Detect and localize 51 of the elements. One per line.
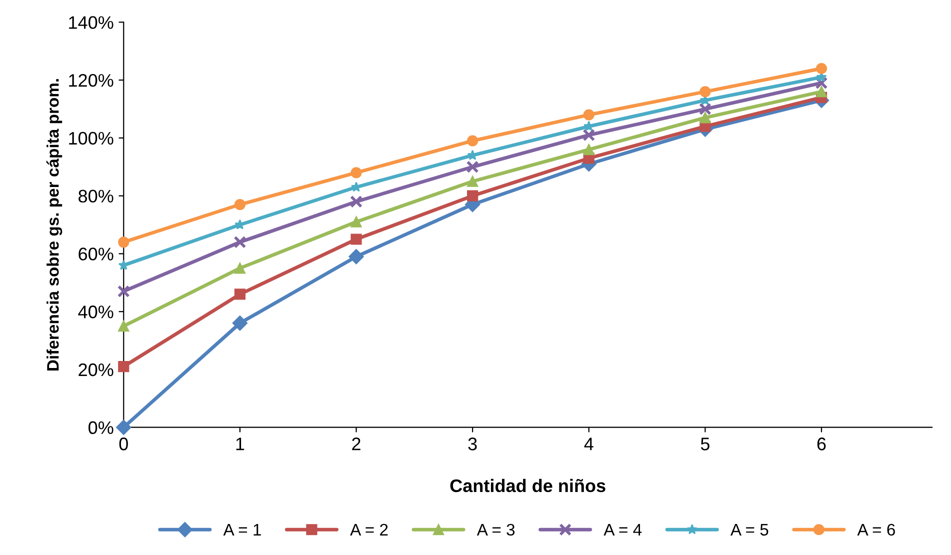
point <box>350 216 362 228</box>
legend-label: A = 2 <box>350 524 388 536</box>
point <box>350 167 362 178</box>
y-tick-label: 120% <box>69 74 114 87</box>
point <box>466 160 479 174</box>
legend-label: A = 1 <box>223 524 261 536</box>
point <box>700 112 711 124</box>
point <box>582 128 596 142</box>
x-tick-label: 6 <box>817 438 826 450</box>
point <box>234 262 246 274</box>
point <box>583 144 594 156</box>
point <box>118 320 130 332</box>
point <box>467 135 478 146</box>
legend-label: A = 3 <box>476 524 515 536</box>
legend-label: A = 6 <box>857 524 895 536</box>
x-tick-label: 0 <box>119 438 128 450</box>
x-tick-label: 1 <box>236 438 244 450</box>
x-tick-label: 3 <box>468 438 477 450</box>
legend-label: A = 5 <box>730 524 768 536</box>
point <box>118 260 129 270</box>
point <box>816 86 828 98</box>
point <box>234 236 246 248</box>
point <box>467 190 478 202</box>
point <box>698 102 712 116</box>
x-tick-label: 2 <box>352 438 360 450</box>
x-tick-label: 5 <box>700 438 710 450</box>
legend-label: A = 4 <box>604 524 642 536</box>
y-tick-label: 40% <box>78 306 114 318</box>
point <box>467 176 478 187</box>
point <box>118 361 130 372</box>
point <box>350 234 362 245</box>
point <box>117 285 130 298</box>
point <box>700 86 711 98</box>
point <box>348 249 364 264</box>
point <box>816 62 828 74</box>
point <box>234 288 246 300</box>
point <box>583 109 594 120</box>
point <box>232 316 248 331</box>
point <box>350 195 362 208</box>
y-tick-label: 0% <box>88 421 114 434</box>
y-axis-title: Diferencia sobre gs. per cápita prom. <box>46 79 62 370</box>
point <box>234 198 246 210</box>
point <box>118 236 130 248</box>
x-axis-title: Cantidad de niños <box>450 478 606 492</box>
y-tick-label: 60% <box>78 248 114 260</box>
y-tick-label: 80% <box>78 190 114 203</box>
x-tick-label: 4 <box>584 438 594 450</box>
y-tick-label: 20% <box>78 363 114 376</box>
point <box>116 420 132 435</box>
y-tick-label: 100% <box>69 132 114 145</box>
y-tick-label: 140% <box>69 16 114 29</box>
